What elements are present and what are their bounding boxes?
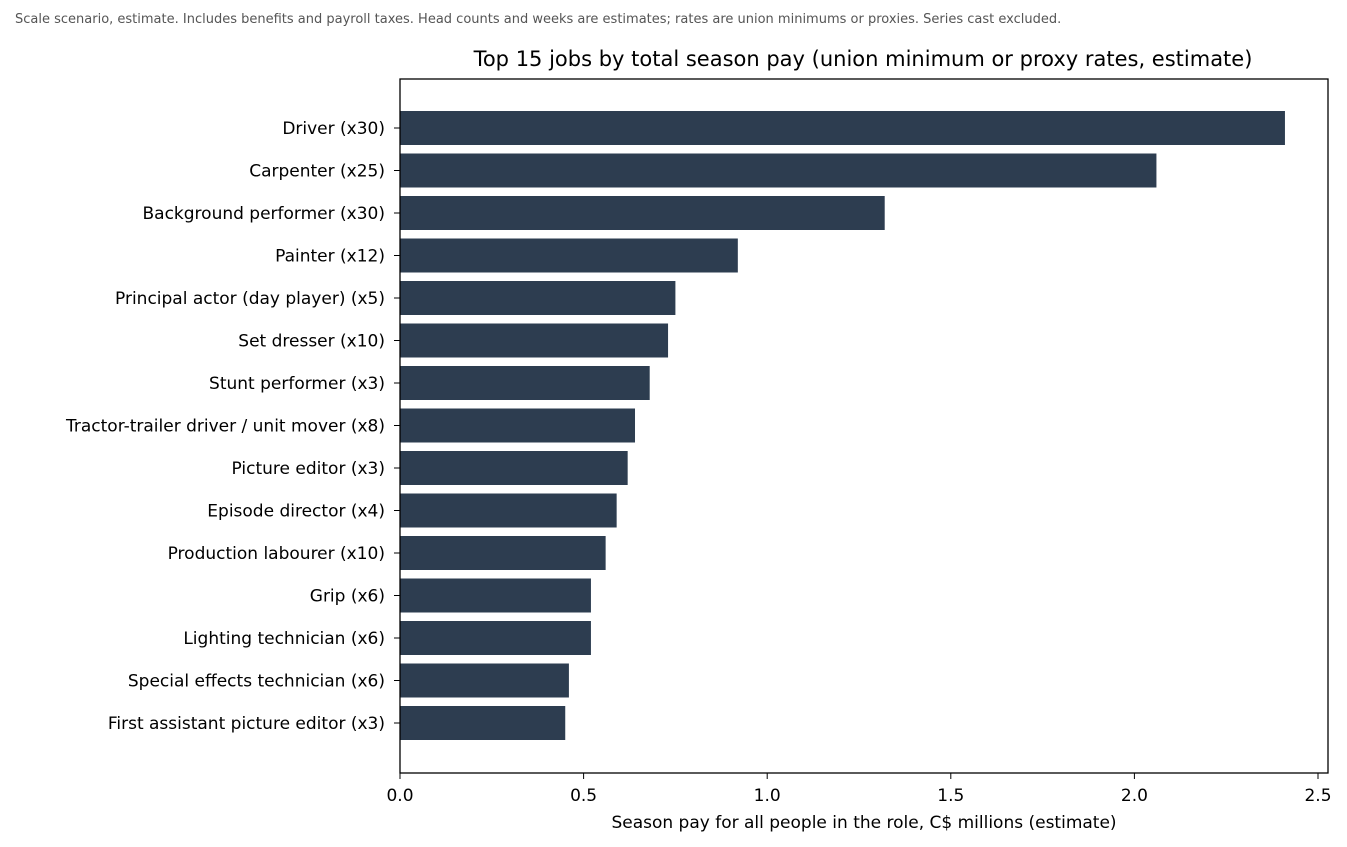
bar	[400, 111, 1285, 145]
x-tick-label: 0.5	[570, 786, 597, 806]
x-axis-label: Season pay for all people in the role, C…	[611, 813, 1116, 833]
y-tick-label: Lighting technician (x6)	[183, 629, 385, 649]
bar	[400, 238, 738, 273]
bars-group	[400, 111, 1285, 740]
chart-note: Scale scenario, estimate. Includes benef…	[15, 12, 1062, 27]
y-tick-label: Set dresser (x10)	[238, 332, 385, 352]
bar	[400, 493, 617, 528]
y-tick-label: Background performer (x30)	[142, 204, 385, 224]
bar	[400, 153, 1157, 188]
y-tick-label: Special effects technician (x6)	[128, 672, 385, 692]
y-tick-label: Principal actor (day player) (x5)	[115, 289, 385, 309]
x-tick-label: 1.5	[937, 786, 964, 806]
chart-title: Top 15 jobs by total season pay (union m…	[473, 47, 1253, 71]
y-tick-label: Tractor-trailer driver / unit mover (x8)	[65, 417, 385, 437]
bar	[400, 578, 591, 613]
plot-frame	[399, 78, 1329, 774]
y-tick-label: Painter (x12)	[275, 247, 385, 267]
y-tick-label: Driver (x30)	[282, 119, 385, 139]
y-tick-label: Picture editor (x3)	[232, 459, 385, 479]
bar	[400, 451, 628, 485]
bar	[400, 408, 636, 443]
bar	[400, 196, 885, 230]
y-tick-label: Grip (x6)	[310, 587, 385, 607]
bar	[400, 621, 591, 655]
x-tick-label: 1.0	[754, 786, 781, 806]
y-tick-label: Production labourer (x10)	[168, 544, 385, 564]
y-tick-label: Carpenter (x25)	[249, 162, 385, 182]
bar	[400, 281, 676, 315]
bar	[400, 366, 650, 400]
y-tick-label: Stunt performer (x3)	[209, 374, 385, 394]
x-tick-label: 0.0	[386, 786, 413, 806]
y-tick-labels: Driver (x30) Carpenter (x25) Background pe…	[65, 119, 400, 734]
bar	[400, 536, 606, 570]
y-tick-label: Episode director (x4)	[207, 502, 385, 522]
bar	[400, 323, 669, 358]
x-tick-label: 2.0	[1121, 786, 1148, 806]
y-tick-label: First assistant picture editor (x3)	[108, 714, 385, 734]
bar	[400, 663, 569, 698]
bar	[400, 706, 566, 740]
x-tick-label: 2.5	[1304, 786, 1331, 806]
x-axis-ticks: 0.0 0.5 1.0 1.5 2.0 2.5	[386, 773, 1332, 806]
